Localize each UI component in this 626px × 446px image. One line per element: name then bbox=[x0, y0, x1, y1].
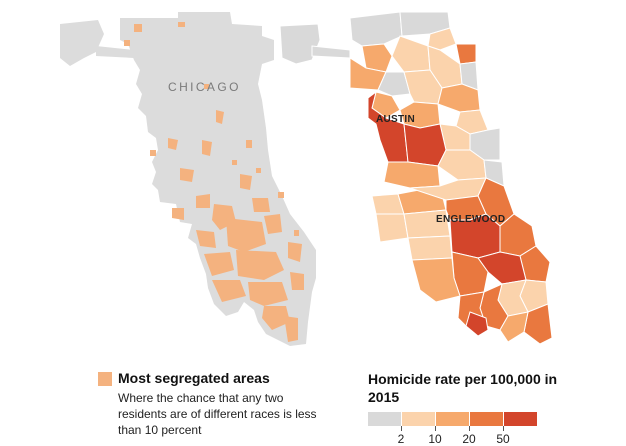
scale-bin-5 bbox=[504, 412, 537, 426]
city-label-chicago: CHICAGO bbox=[168, 80, 241, 94]
label-austin: AUSTIN bbox=[376, 114, 416, 125]
scale-tick-1 bbox=[401, 426, 402, 431]
area-uptown bbox=[437, 83, 481, 113]
area-riverdale bbox=[499, 311, 529, 343]
area-ohare-connector bbox=[311, 45, 351, 59]
segregated-patches bbox=[124, 22, 304, 342]
segregated-swatch bbox=[98, 372, 112, 386]
segregation-legend-description: Where the chance that any two residents … bbox=[118, 391, 317, 437]
area-sw-3 bbox=[375, 213, 409, 243]
area-mt-greenwood bbox=[465, 311, 489, 337]
area-ohare bbox=[279, 23, 321, 65]
area-north-4 bbox=[391, 35, 431, 73]
area-north-1 bbox=[349, 11, 403, 47]
segregation-legend-title: Most segregated areas bbox=[118, 370, 270, 386]
area-rogers-park bbox=[455, 43, 477, 65]
ohare-connector-left bbox=[96, 46, 134, 58]
ohare-area-left bbox=[60, 20, 104, 66]
scale-tick-3 bbox=[469, 426, 470, 431]
area-north-5 bbox=[361, 43, 393, 73]
community-areas bbox=[279, 11, 553, 345]
area-sw-4 bbox=[407, 235, 453, 261]
area-humboldt bbox=[403, 123, 447, 167]
scale-bin-3 bbox=[436, 412, 469, 426]
area-west-side bbox=[383, 161, 441, 189]
scale-bin-1 bbox=[368, 412, 401, 426]
area-nw-2 bbox=[377, 71, 411, 97]
legend-homicide: Homicide rate per 100,000 in 2015 2 10 2… bbox=[368, 370, 568, 446]
scale-bin-2 bbox=[402, 412, 435, 426]
scale-tick-2 bbox=[435, 426, 436, 431]
homicide-color-scale: 2 10 20 50 bbox=[368, 412, 538, 446]
scale-label-20: 20 bbox=[462, 432, 476, 446]
scale-label-2: 2 bbox=[397, 432, 405, 446]
scale-label-50: 50 bbox=[496, 432, 510, 446]
scale-tick-4 bbox=[503, 426, 504, 431]
area-north-3 bbox=[427, 27, 457, 51]
label-englewood: ENGLEWOOD bbox=[436, 214, 506, 225]
scale-bin-4 bbox=[470, 412, 503, 426]
scale-label-10: 10 bbox=[428, 432, 442, 446]
area-far-sw bbox=[411, 257, 461, 303]
homicide-legend-title: Homicide rate per 100,000 in 2015 bbox=[368, 371, 558, 405]
